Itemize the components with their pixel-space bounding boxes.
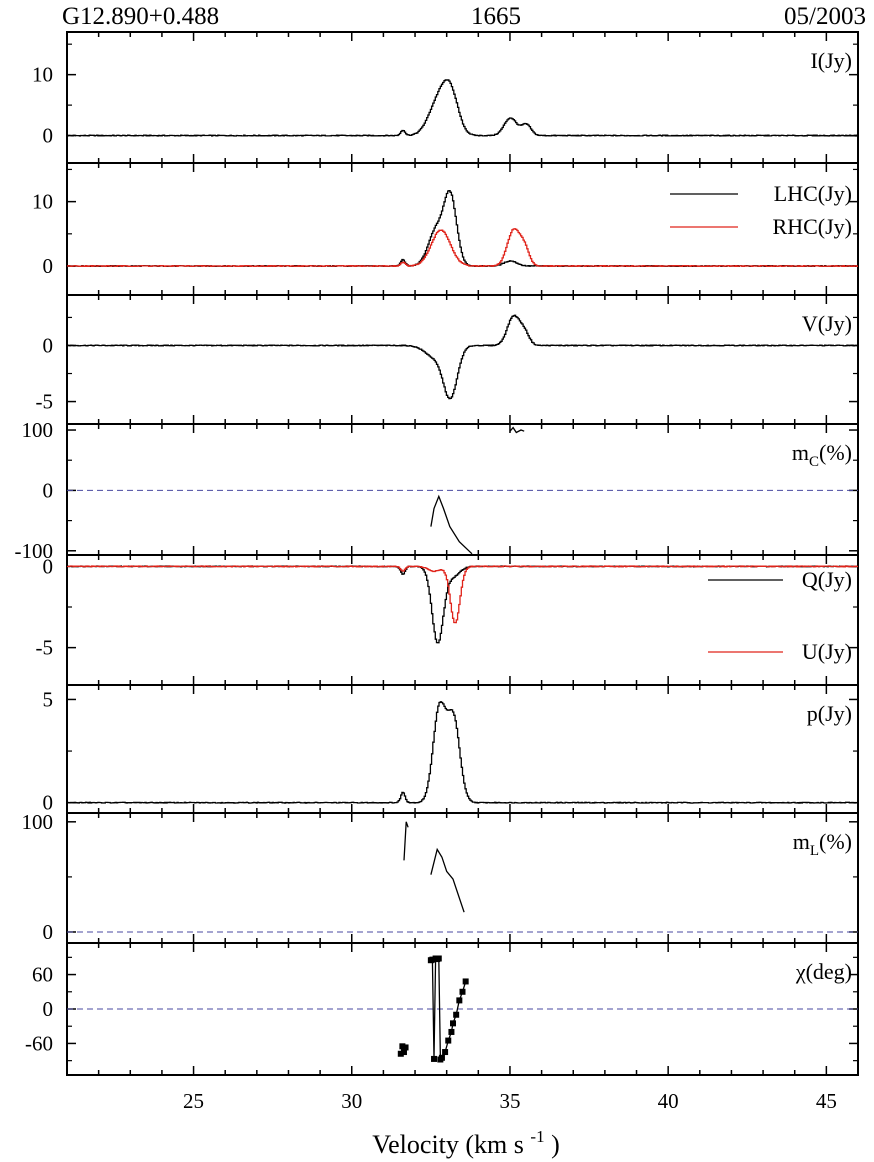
panel-5-ytick-label: -5 [36,636,54,660]
series-chi-c-point [459,988,466,995]
panel-1-ytick-label: 10 [32,63,53,87]
series-U-line [67,565,858,624]
series-chi-b-point [431,1055,438,1062]
x-tick-label: 40 [658,1089,679,1113]
panel-7-frame [66,812,859,944]
panel-7-label-main: m [793,829,810,854]
panel-6: 0 5 p(Jy) [43,684,859,815]
series-chi-c-point [450,1020,457,1027]
panel-2-ytick-label: 0 [43,254,54,278]
x-axis-label-end: ) [551,1130,560,1159]
series-I-line [67,79,858,137]
panel-3-frame [66,294,859,425]
x-tick-label: 45 [816,1089,837,1113]
series-chi-c-point [448,1028,455,1035]
series-mC-line [430,494,473,555]
panel-2-ytick-label: 10 [32,190,53,214]
panel-8-ytick-label: -60 [25,1031,53,1055]
panel-4-label-end: (%) [819,440,852,465]
series-chi-b-point [435,955,442,962]
panel-2: 0 10 LHC(Jy) RHC(Jy) [32,162,859,296]
panel-6-ytick-label: 5 [43,687,54,711]
panel-7-label-sub: L [810,843,819,859]
panel-3-ytick-label: 0 [43,333,54,357]
series-RHC-line [67,228,858,268]
series-mL-b-line [430,847,465,913]
series-chi-c-point [442,1049,449,1056]
panel-4-ytick-label: 100 [22,418,54,442]
panel-1: 0 10 I(Jy) [32,31,859,164]
panel-6-label: p(Jy) [807,701,852,726]
header-date: 05/2003 [784,3,866,30]
legend-1-label: RHC(Jy) [773,214,852,239]
series-LHC-line [67,189,858,268]
panel-8-ytick-label: 0 [43,997,54,1021]
panel-8: -60 0 60 χ(deg) [25,942,859,1076]
panel-1-label-main: I(Jy) [810,48,852,73]
legend-0-label: Q(Jy) [802,567,852,592]
panel-7-label-end: (%) [819,829,852,854]
panel-3: -5 0 V(Jy) [36,294,859,425]
x-tick-label: 30 [341,1089,362,1113]
series-chi-c-point [445,1037,452,1044]
panel-1-label: I(Jy) [810,48,852,73]
x-axis-label-sup: -1 [530,1127,544,1146]
panel-4-ytick-label: 0 [43,478,54,502]
x-tick-label: 25 [183,1089,204,1113]
panel-2-frame [66,162,859,296]
panel-8-label: χ(deg) [795,959,852,984]
series-chi-c-point [453,1011,460,1018]
series-chi-a-point [400,1049,407,1056]
panel-7-ytick-label: 0 [43,920,54,944]
panel-4: -100 0 100 mC(%) [15,418,859,563]
series-chi-a-point [399,1043,406,1050]
series-chi-b-point [429,956,436,963]
legend-1-label: U(Jy) [802,639,852,664]
panel-4-label-sub: C [809,454,819,470]
panel-5: -5 0 Q(Jy) U(Jy) [36,554,859,686]
panel-4-label-main: m [792,440,809,465]
panel-7-ytick-label: 100 [22,810,54,834]
panel-7-label: mL(%) [793,829,852,859]
panel-6-frame [66,684,859,814]
panel-5-ytick-label: 0 [43,554,54,578]
series-chi-c-point [456,997,463,1004]
panel-5-frame [66,554,859,686]
series-mC-high-line [509,426,525,434]
x-axis-label-main: Velocity (km s [372,1130,524,1159]
header-frequency: 1665 [471,3,521,30]
series-Q-line [67,565,858,644]
series-chi-c-point [462,978,469,985]
panel-4-ytick-label: -100 [15,539,54,563]
panel-1-ytick-label: 0 [43,124,54,148]
header-source-name: G12.890+0.488 [62,3,219,30]
panel-3-ytick-label: -5 [36,390,54,414]
panel-8-ytick-label: 60 [32,963,53,987]
series-V-line [67,314,858,400]
series-p-line [67,701,858,804]
series-chi-a-point [402,1044,409,1051]
panel-6-ytick-label: 0 [43,791,54,815]
panel-4-label: mC(%) [792,440,852,470]
panel-8-label-main: χ(deg) [795,959,852,984]
legend-0-label: LHC(Jy) [774,181,852,206]
panel-3-label: V(Jy) [802,311,852,336]
panel-4-frame [66,423,859,556]
series-chi-a-point [397,1050,404,1057]
panel-6-label-main: p(Jy) [807,701,852,726]
series-mL-a-line [403,821,409,861]
x-axis: 25 30 35 40 45 [183,1089,837,1113]
x-axis-label: Velocity (km s -1 ) [372,1119,560,1159]
x-tick-label: 35 [499,1089,520,1113]
panel-1-frame [66,31,859,164]
series-chi-c-point [438,1054,445,1061]
panel-3-label-main: V(Jy) [802,311,852,336]
panel-7: 0 100 mL(%) [22,810,859,944]
